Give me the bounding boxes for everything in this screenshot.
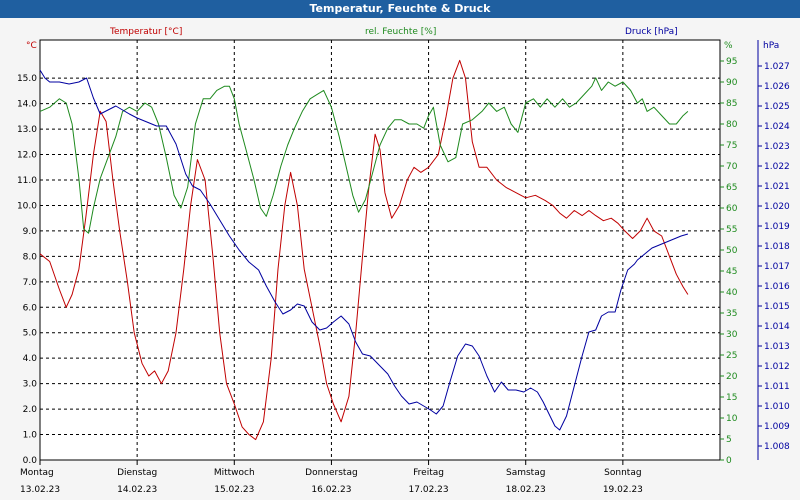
temperature-tick-label: 15.0 [17, 74, 37, 84]
temperature-tick-label: 14.0 [17, 100, 37, 110]
pressure-tick-label: 1.021 [764, 182, 790, 192]
temperature-tick-label: 3.0 [23, 380, 38, 390]
pressure-tick-label: 1.009 [764, 422, 790, 432]
humidity-axis: 0 5 10 15 20 25 30 35 40 45 50 55 60 65 70 75 80 85 90 95 [720, 57, 738, 466]
x-tick-day: Sonntag [604, 468, 641, 478]
humidity-tick-label: 50 [726, 246, 738, 256]
pressure-tick-label: 1.019 [764, 222, 790, 232]
x-tick-date: 18.02.23 [506, 485, 546, 495]
pressure-axis: 1.008 1.009 1.010 1.011 1.012 1.013 1.014 1.015… [757, 40, 790, 460]
pressure-tick-label: 1.020 [764, 202, 790, 212]
x-tick-date: 13.02.23 [20, 485, 60, 495]
x-tick-date: 14.02.23 [117, 485, 157, 495]
x-axis: Montag 13.02.23 Dienstag 14.02.23 Mittwoch 15… [20, 460, 643, 495]
temperature-tick-label: 10.0 [17, 201, 37, 211]
humidity-tick-label: 90 [726, 78, 738, 88]
x-tick-date: 16.02.23 [311, 485, 351, 495]
pressure-tick-label: 1.017 [764, 262, 790, 272]
pressure-tick-label: 1.018 [764, 242, 790, 252]
gridlines [40, 40, 720, 460]
chart-title: Temperatur, Feuchte & Druck [0, 0, 800, 18]
temperature-tick-label: 4.0 [23, 354, 38, 364]
x-tick-date: 17.02.23 [409, 485, 449, 495]
pressure-tick-label: 1.024 [764, 122, 790, 132]
series-line-temperature [39, 59, 689, 441]
humidity-axis-label: rel. Feuchte [%] [365, 27, 436, 37]
pressure-tick-label: 1.011 [764, 382, 790, 392]
humidity-tick-label: 40 [726, 288, 738, 298]
temperature-tick-label: 6.0 [23, 303, 38, 313]
humidity-tick-label: 10 [726, 414, 738, 424]
humidity-tick-label: 30 [726, 330, 738, 340]
humidity-tick-label: 20 [726, 372, 738, 382]
series-lines [39, 59, 689, 441]
pressure-axis-label: Druck [hPa] [625, 27, 678, 37]
x-tick-date: 15.02.23 [214, 485, 254, 495]
temperature-tick-label: 13.0 [17, 125, 37, 135]
x-tick-day: Mittwoch [214, 468, 255, 478]
pressure-tick-label: 1.023 [764, 142, 790, 152]
temperature-axis-label: Temperatur [°C] [109, 27, 182, 37]
temperature-tick-label: 11.0 [17, 176, 37, 186]
temperature-unit: °C [26, 41, 37, 51]
humidity-tick-label: 75 [726, 141, 737, 151]
x-tick-day: Montag [20, 468, 54, 478]
humidity-tick-label: 15 [726, 393, 737, 403]
temperature-axis: 0.0 1.0 2.0 3.0 4.0 5.0 6.0 7.0 8.0 9.0 10.0 11.0 12… [17, 74, 37, 466]
series-line-pressure [39, 69, 689, 431]
pressure-tick-label: 1.025 [764, 102, 790, 112]
pressure-tick-label: 1.015 [764, 302, 790, 312]
series-line-humidity [39, 77, 689, 234]
humidity-tick-label: 5 [726, 435, 732, 445]
humidity-tick-label: 65 [726, 183, 737, 193]
temperature-tick-label: 9.0 [23, 227, 38, 237]
humidity-unit: % [724, 41, 733, 51]
pressure-unit: hPa [763, 41, 779, 51]
humidity-tick-label: 45 [726, 267, 737, 277]
humidity-tick-label: 85 [726, 99, 737, 109]
temperature-tick-label: 1.0 [23, 431, 38, 441]
x-tick-day: Dienstag [117, 468, 157, 478]
x-tick-day: Samstag [506, 468, 545, 478]
pressure-tick-label: 1.022 [764, 162, 790, 172]
temperature-tick-label: 2.0 [23, 405, 38, 415]
x-tick-date: 19.02.23 [603, 485, 643, 495]
pressure-tick-label: 1.013 [764, 342, 790, 352]
pressure-tick-label: 1.027 [764, 62, 790, 72]
plot-area [39, 39, 721, 461]
humidity-tick-label: 80 [726, 120, 738, 130]
temperature-tick-label: 8.0 [23, 252, 38, 262]
pressure-tick-label: 1.010 [764, 402, 790, 412]
x-tick-day: Donnerstag [305, 468, 358, 478]
temperature-tick-label: 5.0 [23, 329, 38, 339]
humidity-tick-label: 70 [726, 162, 738, 172]
humidity-tick-label: 95 [726, 57, 737, 67]
pressure-tick-label: 1.026 [764, 82, 790, 92]
temperature-tick-label: 12.0 [17, 151, 37, 161]
temperature-tick-label: 0.0 [23, 456, 38, 466]
humidity-tick-label: 0 [726, 456, 732, 466]
temperature-tick-label: 7.0 [23, 278, 38, 288]
humidity-tick-label: 25 [726, 351, 737, 361]
pressure-tick-label: 1.008 [764, 442, 790, 452]
pressure-tick-label: 1.014 [764, 322, 790, 332]
pressure-tick-label: 1.012 [764, 362, 790, 372]
pressure-tick-label: 1.016 [764, 282, 790, 292]
humidity-tick-label: 35 [726, 309, 737, 319]
x-tick-day: Freitag [413, 468, 444, 478]
humidity-tick-label: 60 [726, 204, 738, 214]
humidity-tick-label: 55 [726, 225, 737, 235]
